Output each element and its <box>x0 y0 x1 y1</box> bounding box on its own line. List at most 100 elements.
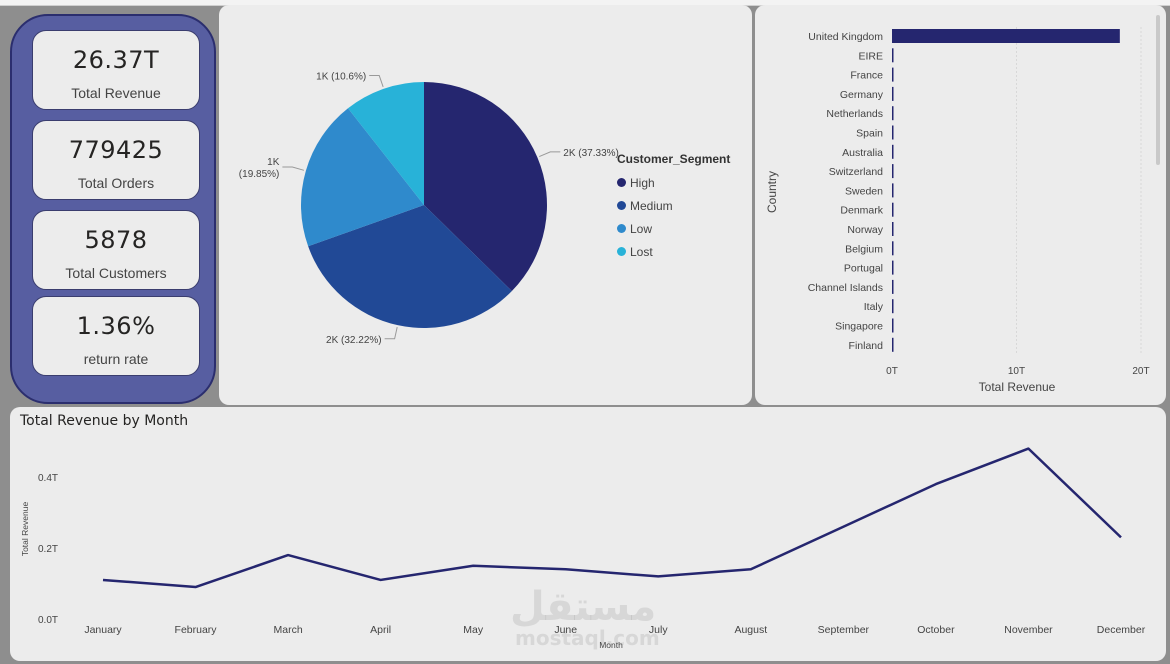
y-category-label: Spain <box>856 128 883 140</box>
legend-title: Customer_Segment <box>617 152 731 166</box>
y-tick-label: 0.0T <box>38 615 58 626</box>
line-chart-panel[interactable]: Total Revenue by Month 0.0T 0.2T 0.4T Janua… <box>10 407 1166 661</box>
legend-item-lost[interactable]: Lost <box>617 240 730 263</box>
y-axis-title: Country <box>765 171 779 213</box>
bar-sweden[interactable] <box>892 183 894 198</box>
x-tick-label: January <box>84 624 122 636</box>
line-chart: 0.0T 0.2T 0.4T January February March April May… <box>20 447 1146 650</box>
x-tick-label: February <box>175 624 218 636</box>
kpi-label: Total Customers <box>65 265 167 281</box>
legend-item-low[interactable]: Low <box>617 217 730 240</box>
y-category-label: Australia <box>842 147 883 159</box>
pie-slice-high[interactable] <box>424 82 547 292</box>
pie-chart-panel[interactable]: 2K (37.33%) 2K (32.22%) 1K (19.85%) 1K (10.6… <box>219 5 752 405</box>
x-tick-label: September <box>818 624 870 636</box>
kpi-card-total-revenue[interactable]: 26.37T Total Revenue <box>32 30 200 110</box>
y-axis-title: Total Revenue <box>20 502 30 557</box>
legend-label: High <box>630 175 655 190</box>
y-category-label: United Kingdom <box>808 31 883 43</box>
y-category-label: Finland <box>849 340 884 352</box>
kpi-value: 1.36% <box>76 312 156 340</box>
x-tick-label: October <box>917 624 955 636</box>
bar-chart: 0T 10T 20T United Kingdom EIRE France Germany N… <box>765 27 1150 394</box>
legend-dot-icon <box>617 201 626 210</box>
legend-dot-icon <box>617 178 626 187</box>
x-tick-label: April <box>370 624 391 636</box>
bar-switzerland[interactable] <box>892 164 894 179</box>
bar-chart-panel[interactable]: 0T 10T 20T United Kingdom EIRE France Germany N… <box>755 5 1166 405</box>
x-tick-label: December <box>1097 624 1146 636</box>
kpi-card-total-orders[interactable]: 779425 Total Orders <box>32 120 200 200</box>
pie-data-label: 1K <box>267 157 280 168</box>
x-tick-label: July <box>649 624 668 636</box>
pie-legend: Customer_Segment High Medium Low Lost <box>617 152 730 263</box>
legend-item-high[interactable]: High <box>617 171 730 194</box>
legend-label: Low <box>630 221 653 236</box>
y-category-label: Sweden <box>845 185 883 197</box>
kpi-label: return rate <box>83 351 149 367</box>
bar-united-kingdom[interactable] <box>892 29 1120 43</box>
bar-eire[interactable] <box>892 48 894 63</box>
watermark-latin: mostaql.com <box>515 626 660 650</box>
bar-france[interactable] <box>892 67 894 82</box>
bar-singapore[interactable] <box>892 318 894 333</box>
x-tick-label: May <box>463 624 484 636</box>
pie-data-label: (19.85%) <box>239 169 280 180</box>
pie-leader-line <box>384 326 398 340</box>
y-category-label: Norway <box>847 224 883 236</box>
y-category-label: EIRE <box>858 50 883 62</box>
legend-label: Medium <box>630 198 673 213</box>
x-tick-label: August <box>734 624 767 636</box>
bar-spain[interactable] <box>892 125 894 140</box>
bar-finland[interactable] <box>892 337 894 352</box>
bar-channel-islands[interactable] <box>892 279 894 294</box>
y-category-label: Channel Islands <box>808 282 883 294</box>
y-tick-label: 0.2T <box>38 544 58 555</box>
legend-dot-icon <box>617 247 626 256</box>
scrollbar[interactable] <box>1156 15 1160 165</box>
series-line-total-revenue <box>102 447 1122 589</box>
x-tick-label: March <box>273 624 302 636</box>
y-category-label: France <box>850 70 883 82</box>
kpi-card-total-customers[interactable]: 5878 Total Customers <box>32 210 200 290</box>
pie-leader-line <box>369 75 384 88</box>
y-category-label: Belgium <box>845 243 883 255</box>
pie-data-label: 2K (32.22%) <box>326 335 382 346</box>
y-tick-label: 0.4T <box>38 473 58 484</box>
kpi-value: 26.37T <box>72 46 160 74</box>
y-category-label: Singapore <box>835 321 883 333</box>
bar-portugal[interactable] <box>892 260 894 275</box>
bar-australia[interactable] <box>892 144 894 159</box>
kpi-value: 5878 <box>84 226 148 254</box>
y-category-label: Italy <box>864 301 884 313</box>
y-category-label: Denmark <box>840 205 883 217</box>
legend-label: Lost <box>630 244 653 259</box>
x-tick-label: 0T <box>886 366 898 377</box>
bar-germany[interactable] <box>892 86 894 101</box>
watermark-arabic: مستقل <box>510 584 657 630</box>
pie-slice-medium[interactable] <box>308 205 512 328</box>
legend-item-medium[interactable]: Medium <box>617 194 730 217</box>
pie-data-label: 1K (10.6%) <box>316 72 366 83</box>
bar-italy[interactable] <box>892 299 894 314</box>
y-category-label: Germany <box>840 89 884 101</box>
x-axis-title: Month <box>599 640 623 650</box>
legend-dot-icon <box>617 224 626 233</box>
bar-belgium[interactable] <box>892 241 894 256</box>
x-tick-label: November <box>1004 624 1053 636</box>
x-tick-label: 20T <box>1132 366 1149 377</box>
bar-norway[interactable] <box>892 222 894 236</box>
bar-netherlands[interactable] <box>892 106 894 121</box>
pie-slice-lost[interactable] <box>348 82 424 205</box>
pie-leader-line <box>282 166 305 171</box>
pie-slice-low[interactable] <box>301 108 424 247</box>
kpi-label: Total Orders <box>77 175 155 191</box>
kpi-card-return-rate[interactable]: 1.36% return rate <box>32 296 200 376</box>
kpi-label: Total Revenue <box>71 85 161 101</box>
pie-chart: 2K (37.33%) 2K (32.22%) 1K(19.85%) 1K (10.6… <box>239 72 619 346</box>
x-tick-label: 10T <box>1008 366 1025 377</box>
kpi-value: 779425 <box>68 136 164 164</box>
bar-denmark[interactable] <box>892 202 894 217</box>
pie-data-label: 2K (37.33%) <box>563 148 619 159</box>
pie-leader-line <box>539 151 561 158</box>
